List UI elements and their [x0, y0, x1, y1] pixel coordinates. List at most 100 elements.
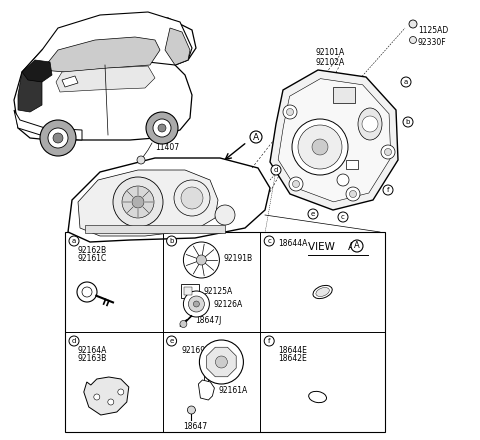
Polygon shape: [14, 18, 196, 140]
Text: 92330F: 92330F: [418, 38, 446, 47]
Text: 92161C: 92161C: [77, 254, 106, 263]
Text: 92162B: 92162B: [77, 246, 106, 255]
Text: VIEW: VIEW: [308, 242, 338, 252]
Circle shape: [40, 120, 76, 156]
Text: 92126A: 92126A: [214, 300, 243, 309]
Circle shape: [108, 399, 114, 405]
Circle shape: [146, 112, 178, 144]
Circle shape: [403, 117, 413, 127]
Text: A: A: [253, 132, 259, 142]
Text: f: f: [268, 338, 270, 344]
Circle shape: [199, 340, 243, 384]
Polygon shape: [22, 12, 192, 72]
Text: c: c: [341, 214, 345, 220]
Circle shape: [180, 320, 187, 327]
Text: e: e: [169, 338, 174, 344]
Text: f: f: [387, 187, 389, 193]
Polygon shape: [22, 60, 52, 82]
Text: d: d: [274, 167, 278, 173]
Circle shape: [298, 125, 342, 169]
Text: 1125AD: 1125AD: [418, 26, 448, 35]
Text: 18644E: 18644E: [278, 346, 307, 355]
Circle shape: [48, 128, 68, 148]
Polygon shape: [84, 377, 129, 415]
Text: 92101A: 92101A: [315, 48, 344, 57]
Circle shape: [183, 242, 219, 278]
Circle shape: [289, 177, 303, 191]
Polygon shape: [62, 76, 78, 87]
Circle shape: [215, 205, 235, 225]
Text: 92102A: 92102A: [315, 58, 344, 67]
Ellipse shape: [309, 391, 326, 403]
Circle shape: [292, 119, 348, 175]
Polygon shape: [78, 170, 218, 236]
Circle shape: [384, 148, 392, 155]
Ellipse shape: [358, 108, 382, 140]
Polygon shape: [278, 79, 391, 202]
Circle shape: [409, 37, 417, 44]
Polygon shape: [42, 37, 160, 72]
Text: A: A: [348, 242, 355, 252]
Circle shape: [82, 287, 92, 297]
Circle shape: [183, 291, 209, 317]
Polygon shape: [68, 158, 270, 242]
Circle shape: [153, 119, 171, 137]
Polygon shape: [206, 347, 236, 377]
Polygon shape: [14, 110, 82, 140]
Bar: [333, 87, 355, 103]
Text: d: d: [72, 338, 76, 344]
Circle shape: [77, 282, 97, 302]
Text: 18647J: 18647J: [195, 316, 222, 325]
Text: 18642E: 18642E: [278, 354, 307, 363]
Circle shape: [346, 187, 360, 201]
Circle shape: [312, 139, 328, 155]
Circle shape: [271, 165, 281, 175]
Circle shape: [69, 336, 79, 346]
Bar: [85, 225, 225, 233]
Circle shape: [383, 185, 393, 195]
Text: 92163B: 92163B: [77, 354, 106, 363]
Ellipse shape: [313, 286, 332, 299]
Text: 18647: 18647: [183, 422, 207, 431]
Circle shape: [250, 131, 262, 143]
Bar: [346, 160, 358, 169]
Circle shape: [174, 180, 210, 216]
Circle shape: [188, 296, 204, 312]
Circle shape: [337, 174, 349, 186]
Text: 11407: 11407: [155, 143, 179, 152]
Circle shape: [113, 177, 163, 227]
Text: a: a: [404, 79, 408, 85]
Circle shape: [132, 196, 144, 208]
Text: b: b: [406, 119, 410, 125]
Circle shape: [167, 236, 177, 246]
Polygon shape: [270, 70, 398, 210]
Circle shape: [181, 187, 203, 209]
Circle shape: [69, 236, 79, 246]
Text: a: a: [72, 238, 76, 244]
Text: 92191B: 92191B: [223, 254, 252, 263]
Circle shape: [187, 406, 195, 414]
Circle shape: [216, 356, 228, 368]
Circle shape: [158, 124, 166, 132]
Circle shape: [193, 301, 199, 307]
Circle shape: [351, 240, 363, 252]
Circle shape: [264, 236, 274, 246]
Circle shape: [308, 209, 318, 219]
Circle shape: [381, 145, 395, 159]
Polygon shape: [165, 28, 190, 65]
Bar: [65, 232, 385, 432]
Text: e: e: [311, 211, 315, 217]
Polygon shape: [56, 66, 155, 92]
Text: c: c: [267, 238, 271, 244]
Circle shape: [401, 77, 411, 87]
Circle shape: [137, 156, 145, 164]
Text: 92164A: 92164A: [77, 346, 107, 355]
Circle shape: [287, 109, 293, 115]
Text: 18644A: 18644A: [278, 239, 308, 248]
Circle shape: [349, 191, 357, 198]
Circle shape: [264, 336, 274, 346]
Circle shape: [362, 116, 378, 132]
Circle shape: [122, 186, 154, 218]
Text: 92125A: 92125A: [204, 287, 233, 296]
Circle shape: [167, 336, 177, 346]
